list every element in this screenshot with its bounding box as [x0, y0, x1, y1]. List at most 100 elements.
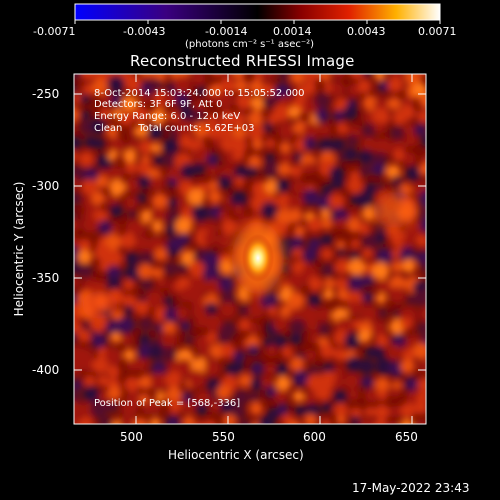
speckle: [107, 75, 125, 93]
speckle: [193, 146, 211, 164]
speckle: [207, 166, 218, 177]
speckle: [234, 79, 248, 93]
speckle: [177, 232, 191, 246]
speckle: [218, 275, 235, 293]
speckle: [389, 405, 402, 418]
y-tick-label: -400: [32, 363, 60, 377]
speckle: [335, 247, 347, 259]
speckle: [416, 109, 426, 123]
speckle: [308, 364, 321, 378]
speckle: [122, 294, 137, 309]
speckle: [207, 179, 219, 191]
speckle: [233, 204, 245, 217]
speckle: [78, 329, 91, 343]
speckle: [138, 316, 154, 333]
speckle: [401, 259, 416, 273]
speckle: [345, 355, 363, 373]
colorbar-tick: -0.0071: [33, 25, 76, 38]
speckle: [275, 178, 290, 193]
speckle: [207, 123, 226, 141]
speckle: [265, 385, 278, 399]
speckle: [319, 124, 332, 136]
speckle: [209, 400, 223, 413]
speckle: [162, 321, 177, 336]
speckle: [335, 277, 348, 290]
colorbar-units-label: (photons cm⁻² s⁻¹ asec⁻²): [185, 39, 315, 50]
speckle: [275, 222, 289, 236]
speckle: [122, 149, 137, 164]
speckle: [108, 137, 125, 155]
speckle: [304, 349, 317, 362]
speckle: [219, 399, 235, 415]
speckle: [163, 261, 178, 276]
speckle: [105, 265, 122, 282]
speckle: [361, 233, 379, 251]
speckle: [362, 74, 372, 77]
speckle: [165, 223, 178, 237]
speckle: [314, 92, 332, 110]
speckle: [349, 74, 365, 80]
speckle: [195, 421, 205, 424]
plot-title: Reconstructed RHESSI Image: [130, 52, 355, 70]
speckle: [332, 74, 346, 80]
speckle: [151, 192, 169, 210]
speckle: [318, 137, 335, 155]
speckle: [320, 418, 332, 424]
speckle: [417, 190, 426, 209]
speckle: [307, 276, 323, 292]
speckle: [160, 331, 178, 348]
speckle: [134, 300, 150, 316]
speckle: [219, 125, 233, 138]
speckle: [360, 305, 378, 323]
speckle: [251, 180, 269, 198]
speckle: [307, 237, 322, 251]
speckle: [386, 344, 403, 360]
speckle: [377, 308, 388, 319]
speckle: [374, 232, 387, 244]
x-tick-label: 600: [303, 430, 326, 444]
speckle: [74, 277, 80, 288]
speckle: [292, 390, 305, 403]
speckle: [288, 272, 305, 290]
speckle: [416, 250, 426, 265]
speckle: [346, 217, 362, 233]
speckle: [346, 176, 364, 194]
speckle: [273, 334, 288, 349]
speckle: [74, 379, 83, 391]
speckle: [375, 334, 389, 348]
speckle: [264, 153, 275, 164]
speckle: [204, 279, 222, 296]
speckle: [336, 415, 347, 424]
speckle: [222, 414, 237, 424]
speckle: [371, 262, 390, 281]
speckle: [167, 197, 179, 209]
speckle: [347, 300, 363, 316]
speckle: [287, 291, 306, 310]
speckle: [336, 122, 349, 135]
speckle: [419, 306, 426, 322]
speckle: [317, 195, 333, 211]
speckle: [358, 149, 374, 165]
speckle: [333, 347, 348, 362]
speckle: [303, 136, 317, 151]
speckle: [288, 308, 303, 323]
speckle: [389, 287, 405, 303]
speckle: [358, 329, 372, 343]
speckle: [359, 418, 375, 424]
colorbar-tick: 0.0043: [347, 25, 386, 38]
speckle: [387, 96, 401, 111]
speckle: [320, 262, 335, 278]
speckle: [195, 390, 211, 406]
speckle: [293, 225, 306, 238]
speckle: [414, 419, 426, 424]
speckle: [377, 80, 390, 93]
speckle: [137, 251, 155, 268]
speckle: [248, 79, 264, 95]
speckle: [153, 154, 165, 166]
speckle: [219, 210, 230, 221]
speckle: [374, 97, 389, 113]
detectors-annotation: Detectors: 3F 6F 9F, Att 0: [94, 99, 223, 110]
speckle: [303, 413, 318, 424]
speckle: [358, 222, 371, 235]
